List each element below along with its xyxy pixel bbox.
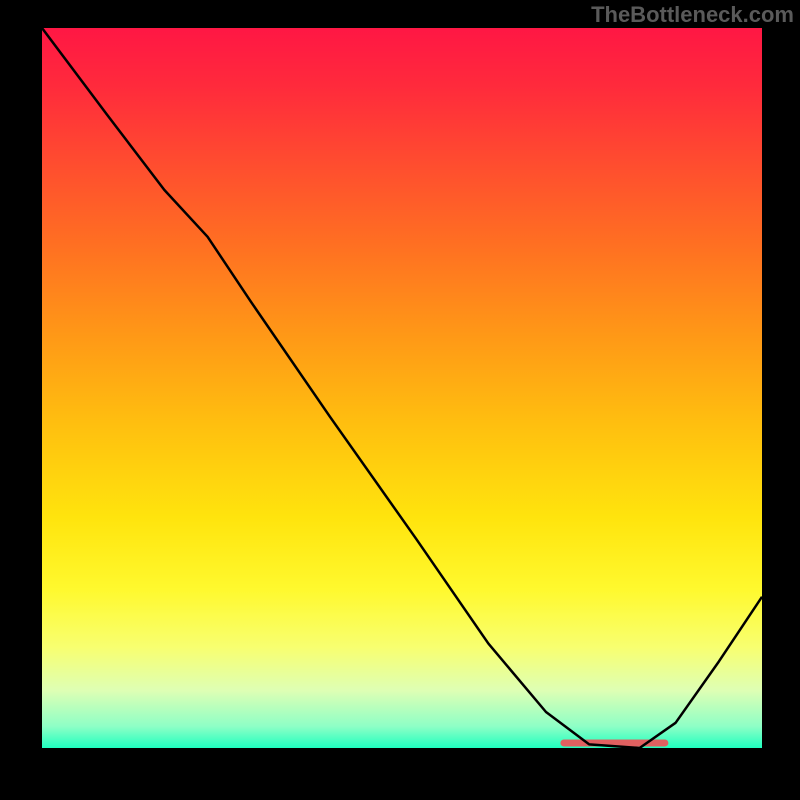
bottleneck-chart [42,28,762,748]
gradient-background [42,28,762,748]
plot-area [42,28,762,748]
watermark-text: TheBottleneck.com [591,2,794,28]
chart-container: TheBottleneck.com [0,0,800,800]
